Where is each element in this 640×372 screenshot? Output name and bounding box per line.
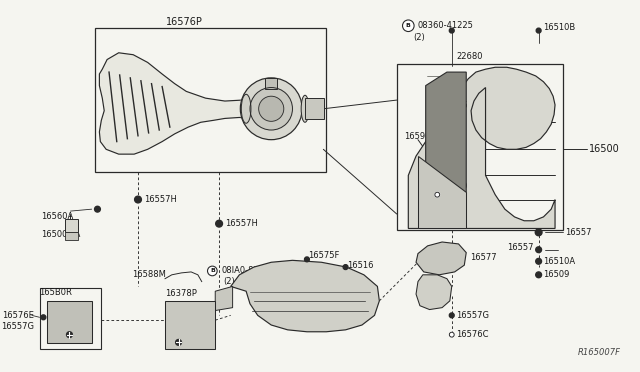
Text: 08360-41225: 08360-41225 (418, 21, 474, 30)
Text: 16516M: 16516M (180, 342, 214, 351)
Bar (165, 301, 215, 349)
Circle shape (403, 20, 414, 32)
Text: 16557: 16557 (564, 228, 591, 237)
Text: (2): (2) (413, 33, 425, 42)
Text: 16598: 16598 (404, 132, 431, 141)
Text: 16500MA: 16500MA (42, 230, 81, 239)
Polygon shape (416, 242, 466, 275)
Text: 16541: 16541 (277, 270, 303, 279)
Circle shape (250, 87, 292, 130)
Text: 16500: 16500 (589, 144, 620, 154)
Circle shape (207, 266, 217, 276)
Polygon shape (416, 275, 452, 310)
Bar (40, 288, 101, 349)
Circle shape (449, 313, 454, 318)
Text: 08IA0-8I61A: 08IA0-8I61A (221, 266, 273, 275)
Text: 16557H: 16557H (225, 219, 258, 228)
Text: 16557G: 16557G (456, 311, 490, 320)
Circle shape (134, 196, 141, 203)
Text: 16557G: 16557G (1, 323, 34, 331)
Circle shape (536, 247, 541, 253)
Text: 16560A: 16560A (42, 212, 74, 221)
Text: 16557H: 16557H (144, 195, 177, 204)
Text: 16590: 16590 (441, 182, 467, 190)
Polygon shape (230, 260, 380, 332)
Text: 16546: 16546 (441, 102, 468, 110)
Text: B: B (406, 23, 411, 28)
Circle shape (435, 192, 440, 197)
Bar (65, 219, 78, 232)
Circle shape (536, 28, 541, 33)
Circle shape (343, 265, 348, 269)
Bar (397, 64, 563, 230)
Circle shape (175, 340, 182, 345)
Text: 16510A: 16510A (543, 257, 575, 266)
Circle shape (449, 332, 454, 337)
Text: 16554: 16554 (310, 271, 336, 280)
Text: 16575F: 16575F (308, 251, 339, 260)
Bar (266, 78, 277, 89)
Text: 16576P: 16576P (166, 17, 203, 27)
Circle shape (95, 206, 100, 212)
Circle shape (41, 315, 46, 320)
Circle shape (536, 272, 541, 278)
Circle shape (216, 220, 223, 227)
Bar (65, 232, 78, 240)
Text: 16576C: 16576C (456, 330, 489, 339)
Text: 22680: 22680 (456, 52, 483, 61)
Circle shape (305, 257, 309, 262)
Circle shape (536, 259, 541, 264)
Polygon shape (215, 286, 232, 311)
Polygon shape (99, 53, 283, 154)
Polygon shape (408, 67, 555, 228)
Text: 16509: 16509 (543, 270, 570, 279)
Text: 16577: 16577 (470, 253, 497, 262)
Circle shape (67, 332, 72, 337)
Text: B: B (210, 269, 215, 273)
Ellipse shape (301, 95, 309, 122)
Text: R165007F: R165007F (578, 347, 621, 356)
Bar (47, 301, 92, 343)
Circle shape (259, 96, 284, 121)
Text: 165B0R: 165B0R (40, 288, 72, 297)
Circle shape (241, 78, 302, 140)
Ellipse shape (241, 94, 251, 123)
Text: 16588M: 16588M (132, 270, 166, 279)
Text: 16510B: 16510B (543, 23, 576, 32)
Circle shape (449, 28, 454, 33)
Polygon shape (426, 72, 466, 192)
Text: 16516: 16516 (348, 261, 374, 270)
Polygon shape (418, 156, 466, 228)
Text: (2): (2) (223, 277, 235, 286)
Text: 16557: 16557 (508, 243, 534, 252)
Text: 16378P: 16378P (165, 289, 197, 298)
Text: 16576E: 16576E (2, 311, 34, 320)
Bar (95, 28, 326, 173)
Bar (305, 98, 324, 119)
Circle shape (535, 229, 542, 236)
